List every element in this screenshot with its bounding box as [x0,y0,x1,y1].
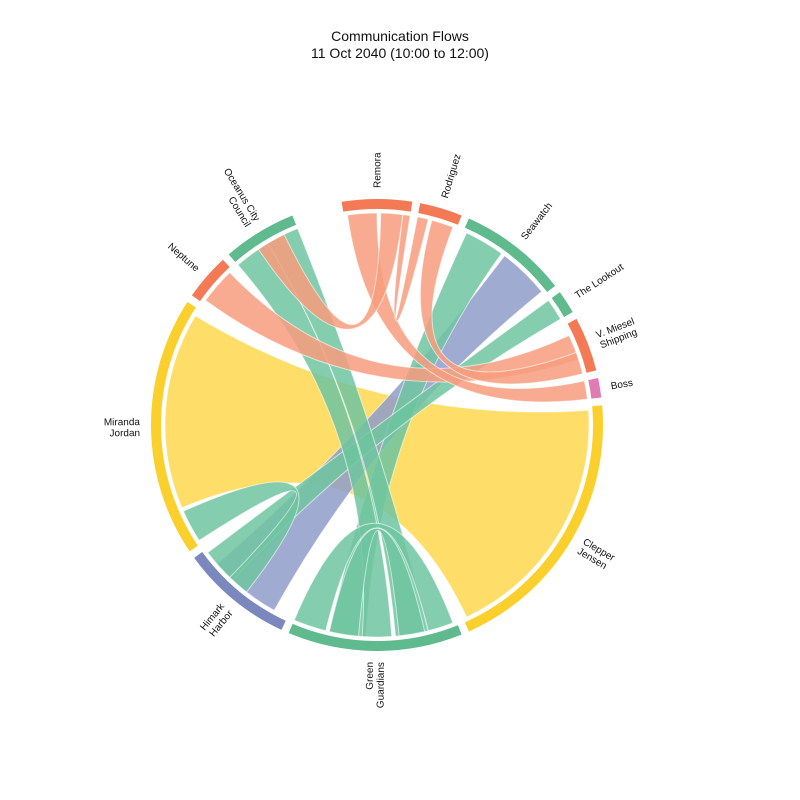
label-line-boss-0: Boss [610,378,634,393]
ribbon-rodriguez-to-v-miesel-shipping-13 [419,219,584,385]
label-the-lookout: The Lookout [573,262,626,302]
arc-boss [588,378,602,399]
ribbon-miranda-jordan-to-himark-harbor-8 [182,481,300,593]
label-himark-harbor: HimarkHarbor [198,601,236,640]
ribbon-green-guardians-to-green-guardians-7 [328,527,426,637]
arc-the-lookout [551,292,573,317]
label-line-remora-0: Remora [373,152,384,188]
arc-clepper-jensen [464,405,604,632]
label-line-seawatch-0: Seawatch [519,201,555,242]
label-line-the-lookout-0: The Lookout [573,262,626,302]
label-line-neptune-0: Neptune [165,241,201,274]
chart-subtitle: 11 Oct 2040 (10:00 to 12:00) [311,45,489,61]
chart-title: Communication Flows [331,28,469,44]
ribbon-layer [164,212,590,638]
ribbon-neptune-to-v-miesel-shipping-9 [204,271,580,383]
label-boss: Boss [610,378,634,393]
label-line-green-guardians-0: Green [365,662,376,690]
label-clepper-jensen: ClepperJensen [575,537,617,574]
title-block: Communication Flows 11 Oct 2040 (10:00 t… [0,28,800,62]
arc-seawatch [464,218,556,293]
label-line-miranda-jordan-1: Jordan [109,428,140,439]
label-v-miesel-shipping: V. MieselShipping [595,316,640,351]
ribbon-remora-to-oceanus-city-council-11 [257,212,404,330]
node-arc-layer [150,198,604,651]
arc-oceanus-city-council [228,215,297,262]
arc-v-miesel-shipping [567,318,597,373]
label-rodriguez: Rodriguez [440,153,463,200]
label-seawatch: Seawatch [519,201,555,242]
label-line-green-guardians-1: Guardians [376,662,387,708]
label-line-rodriguez-0: Rodriguez [440,153,463,200]
label-line-miranda-jordan-0: Miranda [104,417,141,428]
arc-himark-harbor [194,551,286,630]
arc-miranda-jordan [150,301,198,552]
label-green-guardians: GreenGuardians [365,662,387,708]
arc-neptune [191,259,230,302]
ribbon-remora-to-rodriguez-12 [393,214,429,322]
label-remora: Remora [373,152,384,188]
label-neptune: Neptune [165,241,201,274]
label-miranda-jordan: Miranda Jordan [104,417,141,439]
arc-green-guardians [288,623,462,651]
ribbon-green-guardians-to-green-guardians-6 [293,522,454,632]
arc-rodriguez [418,203,462,225]
arc-remora [341,198,413,212]
label-oceanus-city-council: Oceanus CityCouncil [212,167,262,230]
